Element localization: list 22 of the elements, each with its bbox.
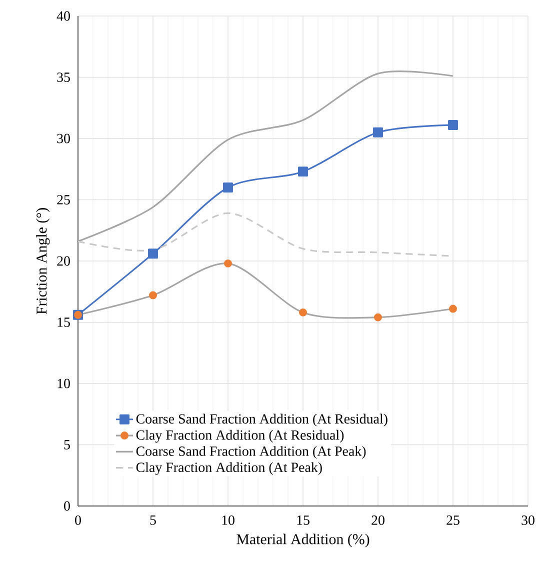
y-axis-title: Friction Angle (°) bbox=[36, 208, 50, 314]
y-tick-label: 0 bbox=[64, 501, 70, 511]
y-tick-label: 40 bbox=[56, 11, 70, 21]
y-tick-label: 20 bbox=[57, 256, 70, 266]
legend-label: Coarse Sand Fraction Addition (At Residual) bbox=[136, 414, 388, 426]
y-tick-label: 35 bbox=[57, 72, 70, 82]
legend-label: Clay Fraction Addition (At Peak) bbox=[136, 462, 322, 475]
x-axis-title: Material Addition (%) bbox=[236, 534, 370, 548]
y-tick-label: 10 bbox=[58, 378, 70, 388]
y-tick-label: 30 bbox=[57, 134, 70, 144]
x-tick-label: 20 bbox=[372, 515, 384, 525]
legend-label: Coarse Sand Fraction Addition (At Peak) bbox=[136, 446, 366, 459]
x-tick-label: 5 bbox=[150, 515, 156, 525]
y-tick-label: 5 bbox=[64, 440, 70, 450]
x-tick-label: 15 bbox=[297, 515, 310, 525]
y-tick-label: 25 bbox=[57, 195, 70, 204]
legend-label: Clay Fraction Addition (At Residual) bbox=[136, 430, 344, 443]
x-tick-label: 10 bbox=[222, 515, 234, 525]
x-tick-label: 30 bbox=[522, 515, 534, 525]
x-tick-label: 25 bbox=[446, 516, 460, 525]
y-tick-label: 15 bbox=[58, 318, 70, 327]
x-tick-label: 0 bbox=[75, 515, 81, 525]
